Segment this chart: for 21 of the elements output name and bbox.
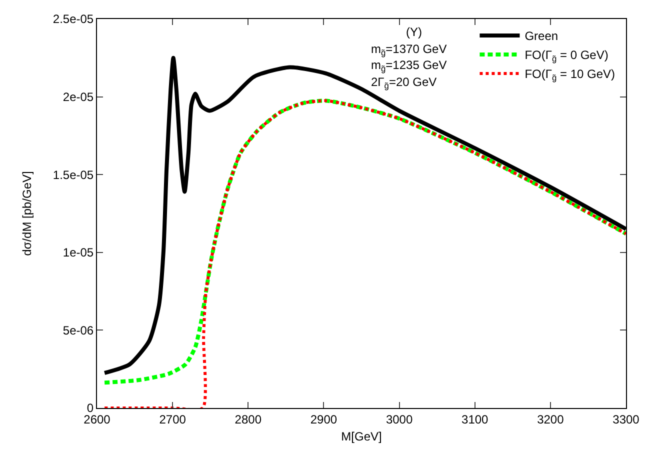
x-tick-label: 3300 xyxy=(612,412,640,426)
y-axis-title: dσ/dM [pb/GeV] xyxy=(20,171,34,256)
legend-label: Green xyxy=(524,29,558,44)
x-tick-label: 3100 xyxy=(462,412,489,426)
annotation: m$_{g̃}$=1370 GeV xyxy=(371,42,447,58)
x-tick-label: 3200 xyxy=(537,412,564,426)
y-tick-label: 1e-05 xyxy=(62,246,94,260)
x-tick-label: 2900 xyxy=(310,412,338,426)
x-tick-label: 2700 xyxy=(159,412,186,426)
x-tick-label: 2800 xyxy=(234,412,262,426)
y-tick-label: 2e-05 xyxy=(62,90,94,104)
y-tick-label: 2.5e-05 xyxy=(52,12,94,26)
y-tick-label: 5e-06 xyxy=(62,323,94,338)
legend-label: FO(Γ$_{g̃}$ = 10 GeV) xyxy=(524,67,616,83)
legend-label: FO(Γ$_{g̃}$ = 0 GeV) xyxy=(524,48,608,64)
x-axis-title: M[GeV] xyxy=(341,429,382,444)
annotation: (Y) xyxy=(406,25,422,39)
annotation: m$_{g̃}$=1235 GeV xyxy=(371,58,447,74)
y-tick-label: 1.5e-05 xyxy=(52,168,94,182)
x-tick-label: 3000 xyxy=(386,412,413,426)
annotation: 2Γ$_{g̃}$=20 GeV xyxy=(371,75,437,91)
